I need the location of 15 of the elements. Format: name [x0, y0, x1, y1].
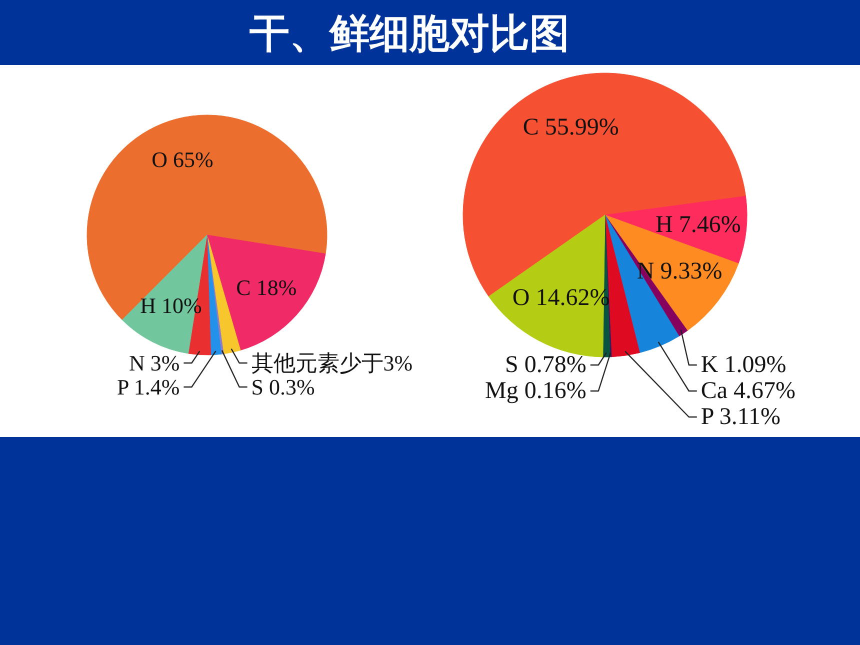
slice-label: H 7.46%: [656, 212, 741, 238]
slice-label: Mg 0.16%: [485, 378, 586, 404]
slice-label: Ca 4.67%: [700, 378, 796, 404]
slice-label: N 3%: [128, 350, 180, 376]
slice-label: N 9.33%: [636, 258, 722, 285]
slice-label: P 1.4%: [116, 374, 180, 400]
slice-label: K 1.09%: [700, 352, 786, 378]
slice-label: 其他元素少于3%: [251, 350, 413, 376]
slice-label: C 55.99%: [522, 114, 619, 141]
slice-label: P 3.11%: [700, 404, 780, 430]
slice-label: S 0.78%: [505, 352, 586, 378]
slice-label: C 18%: [236, 274, 297, 300]
title: 干、鲜细胞对比图: [249, 11, 570, 57]
slice-label: O 65%: [152, 147, 214, 172]
slice-label: S 0.3%: [251, 374, 315, 400]
